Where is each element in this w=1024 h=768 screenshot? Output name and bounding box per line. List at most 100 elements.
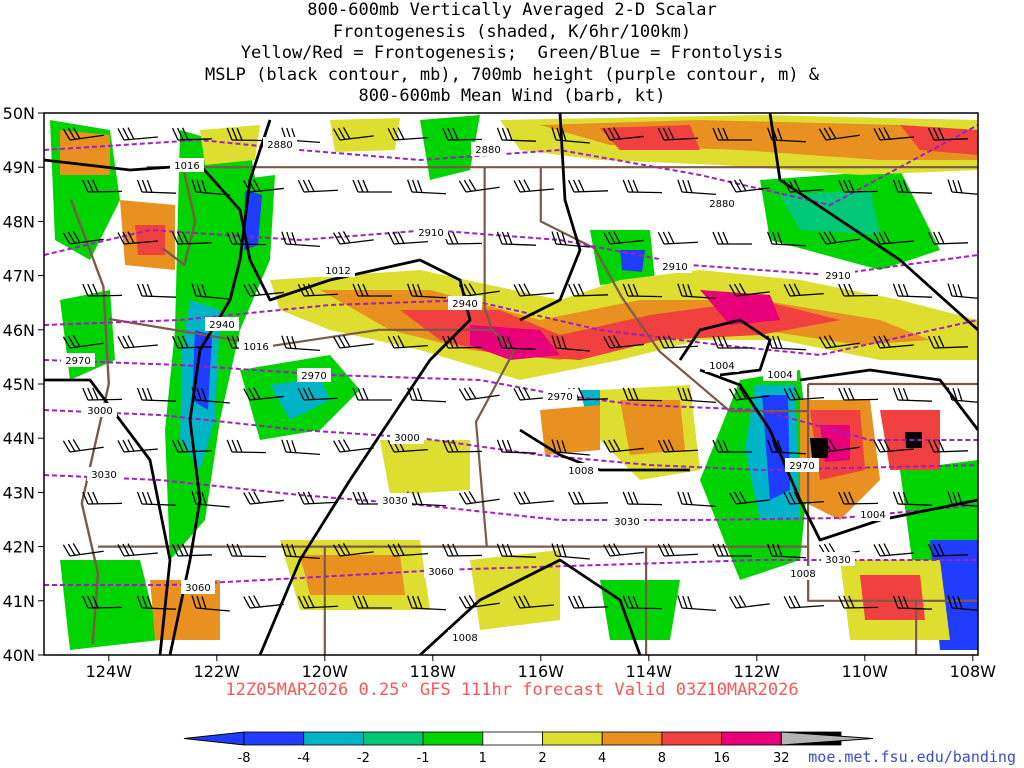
svg-text:2880: 2880: [475, 145, 500, 156]
wind-barb: [712, 127, 752, 141]
svg-text:2970: 2970: [301, 371, 326, 382]
colorbar-tick: 2: [538, 751, 546, 766]
lon-label: 110W: [842, 662, 889, 681]
colorbar-bin: [542, 731, 603, 746]
wind-barb: [818, 231, 860, 245]
svg-text:3030: 3030: [614, 517, 639, 528]
height-contour: [44, 229, 978, 276]
wind-barb: [657, 439, 698, 453]
wind-barb: [297, 179, 338, 193]
wind-barb: [82, 283, 123, 297]
lon-label: 112W: [734, 662, 781, 681]
mslp-label: 1004: [705, 358, 739, 372]
svg-text:2970: 2970: [65, 356, 90, 367]
svg-text:3030: 3030: [825, 555, 850, 566]
wind-barb: [281, 543, 320, 560]
frontogenesis-area: [700, 290, 780, 325]
wind-barb: [873, 335, 914, 349]
run-label: 12Z05MAR2026 0.25° GFS 111hr forecast Va…: [225, 680, 799, 700]
height-label: 3060: [181, 580, 215, 594]
lat-label: 43N: [3, 483, 35, 502]
wind-barb: [551, 231, 590, 248]
wind-barb: [191, 491, 230, 508]
wind-barb: [171, 543, 213, 557]
wind-barb: [387, 231, 428, 245]
svg-text:2910: 2910: [825, 271, 850, 282]
wind-barb: [838, 595, 879, 609]
wind-barb: [171, 231, 213, 245]
height-label: 3000: [83, 403, 117, 417]
wind-barb: [407, 595, 446, 611]
wind-barb: [712, 335, 752, 349]
height-label: 2970: [61, 353, 95, 367]
wind-barb: [712, 439, 752, 453]
frontogenesis-area: [380, 440, 470, 495]
svg-text:2880: 2880: [267, 140, 292, 151]
wind-barb: [657, 231, 698, 245]
lat-label: 45N: [3, 375, 35, 394]
wind-barb: [191, 595, 230, 612]
wind-barb: [191, 283, 230, 300]
colorbar-bin: [661, 731, 723, 746]
svg-text:1012: 1012: [325, 266, 350, 277]
height-label: 2970: [543, 389, 577, 403]
wind-barb: [657, 335, 698, 349]
wind-barb: [873, 439, 914, 453]
svg-text:1016: 1016: [243, 342, 268, 353]
credit-link[interactable]: moe.met.fsu.edu/banding: [808, 748, 1016, 766]
wind-barb: [873, 127, 914, 141]
wind-barb: [458, 179, 500, 193]
mslp-contour: [799, 368, 978, 431]
wind-barb: [551, 127, 590, 144]
lat-label: 44N: [3, 429, 35, 448]
mslp-contour: [44, 378, 172, 655]
state-border: [108, 317, 493, 348]
colorbar-tick: 8: [658, 751, 666, 766]
wind-barb: [352, 179, 392, 193]
colorbar-tick: 4: [598, 751, 606, 766]
colorbar-tick: 1: [479, 751, 487, 766]
frontogenesis-area: [200, 125, 260, 165]
wind-barb: [603, 335, 644, 349]
mslp-contour: [768, 113, 978, 332]
colorbar-bin: [243, 731, 305, 746]
wind-barb: [677, 283, 716, 300]
wind-barb: [567, 179, 609, 193]
frontolysis-area: [60, 560, 160, 650]
frontogenesis-area: [135, 225, 165, 255]
wind-barb: [496, 439, 537, 454]
wind-barb: [513, 491, 554, 505]
wind-barb: [387, 335, 428, 349]
svg-text:3060: 3060: [185, 583, 210, 594]
wind-barb: [767, 543, 806, 559]
wind-barb: [513, 595, 554, 609]
wind-barb: [333, 543, 374, 557]
wind-barb: [783, 491, 824, 505]
wind-barb: [818, 439, 860, 453]
svg-text:3000: 3000: [394, 433, 419, 444]
svg-text:2970: 2970: [789, 461, 814, 472]
wind-barb: [281, 335, 320, 352]
wind-barb: [767, 335, 806, 351]
wind-barb: [927, 231, 969, 245]
wind-barb: [712, 231, 752, 245]
state-border: [323, 546, 648, 655]
wind-barb: [226, 543, 267, 558]
wind-barb: [767, 231, 806, 247]
wind-barb: [513, 179, 554, 193]
wind-barb: [657, 127, 698, 141]
wind-barb: [82, 387, 123, 401]
wind-barb: [892, 179, 933, 194]
wind-barb: [136, 283, 177, 298]
wind-barb: [352, 283, 392, 297]
wind-barb: [117, 439, 158, 453]
wind-barb: [677, 595, 716, 612]
title-line-1: 800-600mb Vertically Averaged 2-D Scalar: [307, 0, 717, 20]
wind-barb: [873, 543, 914, 557]
svg-text:2940: 2940: [209, 320, 234, 331]
lon-label: 122W: [194, 662, 241, 681]
svg-text:3060: 3060: [428, 567, 453, 578]
lon-label: 118W: [410, 662, 457, 681]
wind-barb: [767, 439, 806, 455]
wind-barb: [551, 335, 590, 352]
